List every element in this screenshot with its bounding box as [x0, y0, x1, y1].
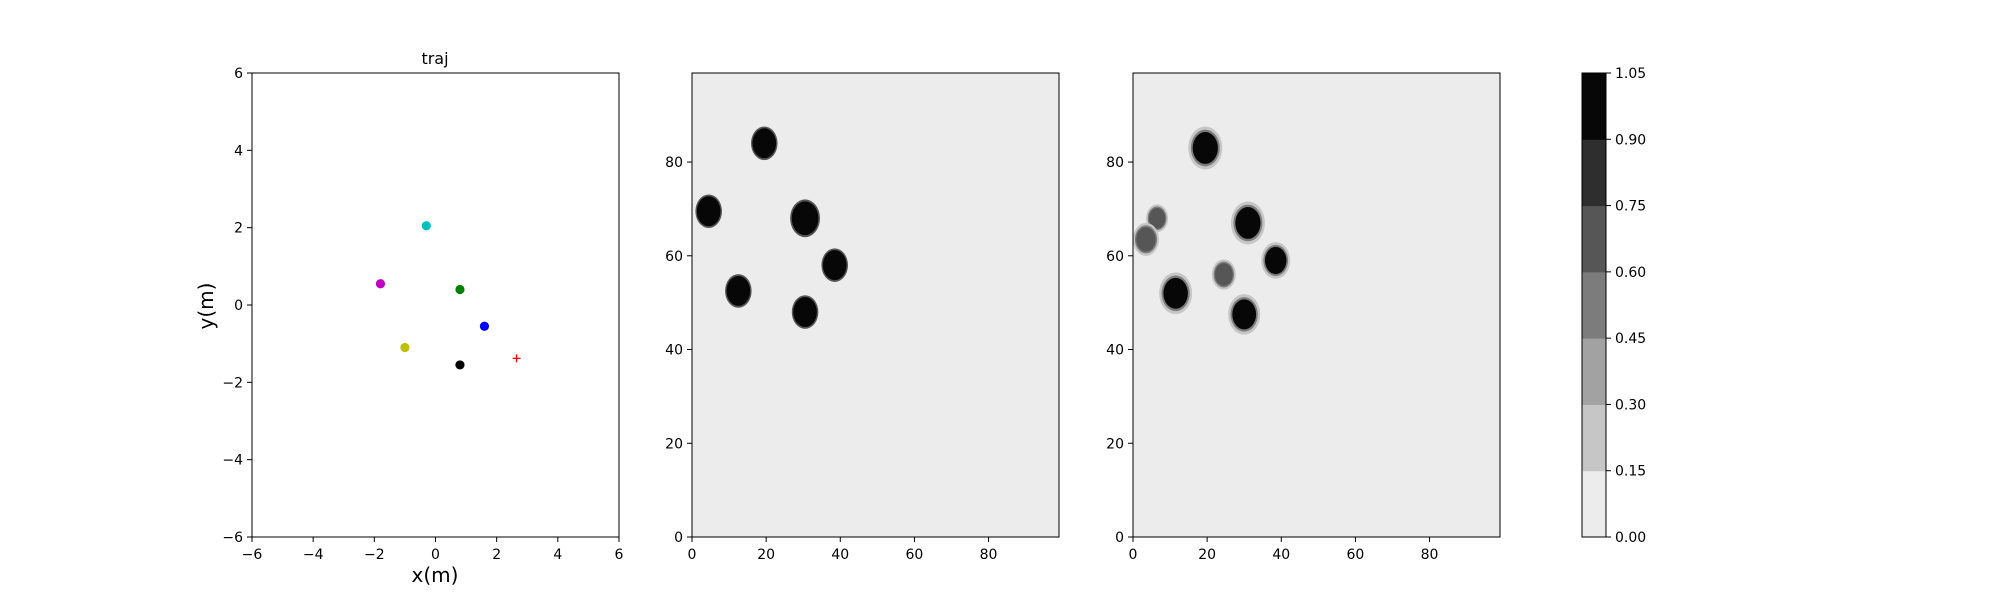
colorbar-tick-label: 0.90 — [1615, 132, 1646, 148]
y-tick-label: 20 — [665, 436, 683, 452]
obstacle-blob — [695, 194, 722, 229]
obstacle-blob — [1230, 201, 1265, 245]
x-tick-label: 40 — [1272, 547, 1290, 563]
y-tick-label: 60 — [665, 249, 683, 265]
heatmap-background — [692, 73, 1059, 537]
trajectory-panel: traj x(m) y(m) −6 −4 −2 0 2 4 6 −6 −4 −2 0 2 4 6 — [194, 49, 624, 587]
y-tick-label: 0 — [674, 530, 683, 546]
x-tick-label: −2 — [364, 547, 385, 563]
x-tick-label: 0 — [1129, 547, 1138, 563]
y-tick-label: 4 — [234, 143, 243, 159]
obstacle-blob — [1132, 222, 1159, 256]
y-tick-label: 6 — [234, 66, 243, 82]
y-tick-label: 80 — [665, 155, 683, 171]
obstacle-blob — [790, 199, 821, 238]
obstacle-blob — [1211, 259, 1236, 290]
x-tick-label: 60 — [906, 547, 924, 563]
x-tick-label: 20 — [757, 547, 775, 563]
agent-point — [455, 360, 465, 370]
plot-frame — [251, 72, 620, 538]
agent-point — [375, 279, 386, 289]
colorbar-segment — [1582, 338, 1606, 405]
x-tick-label: 4 — [553, 547, 562, 563]
traj-xlabel: x(m) — [412, 563, 459, 587]
x-tick-label: 6 — [615, 547, 624, 563]
plot-area — [252, 73, 619, 537]
x-tick-label: −4 — [303, 547, 324, 563]
y-tick-label: 2 — [234, 221, 243, 237]
traj-ylabel: y(m) — [194, 283, 218, 330]
colorbar-tick-label: 0.00 — [1615, 530, 1646, 546]
x-tick-label: 80 — [980, 547, 998, 563]
plot-frame — [1132, 72, 1501, 538]
y-tick-label: 0 — [234, 298, 243, 314]
x-tick-label: 40 — [831, 547, 849, 563]
plot-frame — [691, 72, 1060, 538]
x-tick-label: 0 — [431, 547, 440, 563]
obstacle-blob — [1188, 126, 1223, 170]
y-tick-label: 40 — [1106, 343, 1124, 359]
obstacle-blob — [1228, 294, 1261, 335]
x-tick-label: 2 — [492, 547, 501, 563]
x-tick-label: 80 — [1421, 547, 1439, 563]
target-marker — [512, 354, 521, 363]
obstacle-blob — [821, 248, 849, 282]
colorbar: 0.00 0.15 0.30 0.45 0.60 0.75 0.90 1.05 — [1581, 66, 1646, 546]
obstacle-blob — [1146, 204, 1169, 233]
traj-title: traj — [421, 49, 448, 68]
colorbar-segment — [1582, 73, 1606, 140]
obstacle-blob — [725, 274, 752, 308]
y-tick-label: −2 — [222, 375, 243, 391]
x-tick-label: 20 — [1198, 547, 1216, 563]
occupancy-map-ground-truth: 0 20 40 60 80 0 20 40 60 80 — [665, 72, 1060, 563]
y-tick-label: 40 — [665, 343, 683, 359]
y-tick-label: −6 — [222, 530, 243, 546]
colorbar-frame — [1581, 72, 1607, 538]
colorbar-segment — [1582, 139, 1606, 207]
colorbar-segment — [1582, 470, 1606, 538]
agent-point — [400, 342, 410, 353]
colorbar-segment — [1582, 205, 1606, 273]
obstacle-blob — [1261, 242, 1291, 279]
colorbar-tick-label: 1.05 — [1615, 66, 1646, 82]
x-tick-label: 0 — [688, 547, 697, 563]
y-tick-label: −4 — [222, 453, 243, 469]
y-tick-label: 0 — [1115, 530, 1124, 546]
colorbar-tick-label: 0.45 — [1615, 331, 1646, 347]
y-tick-label: 20 — [1106, 436, 1124, 452]
y-tick-label: 80 — [1106, 155, 1124, 171]
colorbar-tick-label: 0.75 — [1615, 199, 1646, 215]
x-tick-label: −6 — [242, 547, 263, 563]
colorbar-segment — [1582, 404, 1606, 472]
colorbar-tick-label: 0.60 — [1615, 265, 1646, 281]
y-tick-label: 60 — [1106, 249, 1124, 265]
colorbar-tick-label: 0.30 — [1615, 397, 1646, 413]
x-tick-label: 60 — [1347, 547, 1365, 563]
colorbar-segment — [1582, 271, 1606, 339]
colorbar-tick-label: 0.15 — [1615, 464, 1646, 480]
agent-point — [455, 284, 465, 295]
obstacle-blob — [791, 295, 819, 329]
occupancy-map-predicted: 0 20 40 60 80 0 20 40 60 80 — [1106, 72, 1501, 563]
agent-point — [421, 221, 431, 231]
obstacle-blob — [1159, 272, 1193, 315]
agent-point — [479, 321, 490, 331]
obstacle-blob — [751, 126, 778, 161]
